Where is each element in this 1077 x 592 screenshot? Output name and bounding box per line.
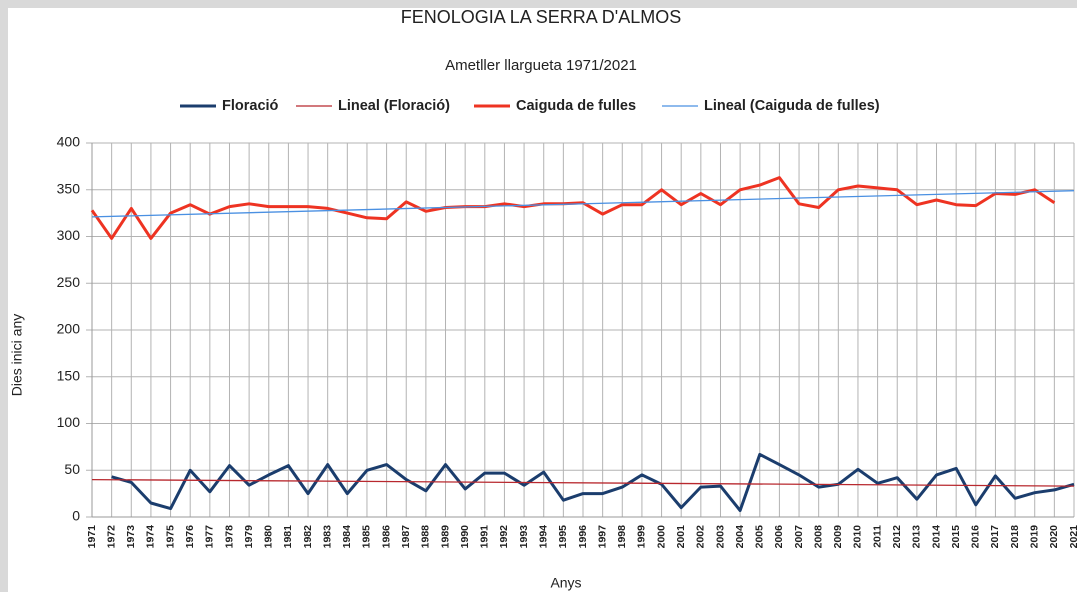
x-tick-label: 2010 <box>852 525 864 549</box>
y-tick-label: 350 <box>57 180 81 196</box>
x-tick-label: 1976 <box>184 525 196 549</box>
x-tick-label: 1977 <box>204 525 216 549</box>
x-tick-label: 1994 <box>538 525 550 549</box>
x-tick-label: 1992 <box>498 525 510 549</box>
y-tick-label: 250 <box>57 274 81 290</box>
x-tick-label: 2015 <box>950 525 962 549</box>
x-tick-label: 1973 <box>125 525 137 549</box>
x-tick-label: 2018 <box>1009 525 1021 549</box>
x-tick-label: 1997 <box>596 525 608 549</box>
chart-subtitle: Ametller llargueta 1971/2021 <box>445 57 637 74</box>
x-tick-label: 2008 <box>812 525 824 549</box>
x-tick-label: 1975 <box>164 525 176 549</box>
legend-label: Lineal (Caiguda de fulles) <box>704 98 880 114</box>
x-tick-label: 1989 <box>439 525 451 549</box>
x-tick-label: 1971 <box>86 525 98 549</box>
chart-title: FENOLOGIA LA SERRA D'ALMOS <box>401 7 682 27</box>
x-tick-label: 2005 <box>754 525 766 549</box>
legend-label: Lineal (Floració) <box>338 98 450 114</box>
x-tick-label: 2012 <box>891 525 903 549</box>
legend-label: Caiguda de fulles <box>516 98 636 114</box>
x-tick-label: 1990 <box>459 525 471 549</box>
x-tick-label: 1987 <box>400 525 412 549</box>
x-tick-label: 1993 <box>518 525 530 549</box>
x-tick-label: 1972 <box>105 525 117 549</box>
x-tick-label: 1986 <box>380 525 392 549</box>
series-line <box>91 190 1075 218</box>
x-tick-label: 2004 <box>734 525 746 549</box>
x-tick-label: 1974 <box>145 525 157 549</box>
x-tick-label: 2020 <box>1048 525 1060 549</box>
y-tick-label: 50 <box>64 461 80 477</box>
x-tick-label: 1999 <box>636 525 648 549</box>
x-tick-label: 2019 <box>1029 525 1041 549</box>
x-tick-label: 1991 <box>479 525 491 549</box>
x-tick-label: 2000 <box>655 525 667 549</box>
x-tick-label: 1998 <box>616 525 628 549</box>
x-tick-label: 1995 <box>557 525 569 549</box>
y-axis-label: Dies inici any <box>9 314 25 396</box>
x-tick-label: 2007 <box>793 525 805 549</box>
x-tick-label: 2021 <box>1068 525 1077 549</box>
series-line <box>90 176 1056 240</box>
x-tick-label: 1979 <box>243 525 255 549</box>
x-tick-label: 1980 <box>263 525 275 549</box>
x-tick-label: 2016 <box>970 525 982 549</box>
x-tick-label: 1983 <box>321 525 333 549</box>
x-axis-label: Anys <box>550 575 581 591</box>
x-tick-label: 1984 <box>341 525 353 549</box>
series-line <box>111 452 1075 512</box>
y-tick-label: 400 <box>57 134 81 150</box>
x-tick-label: 1978 <box>223 525 235 549</box>
y-tick-label: 150 <box>57 367 81 383</box>
x-tick-label: 2002 <box>695 525 707 549</box>
x-tick-label: 2001 <box>675 525 687 549</box>
x-tick-label: 1988 <box>420 525 432 549</box>
legend-label: Floració <box>222 98 279 114</box>
x-tick-label: 1982 <box>302 525 314 549</box>
x-tick-label: 1996 <box>577 525 589 549</box>
x-tick-label: 2009 <box>832 525 844 549</box>
x-tick-label: 1985 <box>361 525 373 549</box>
x-tick-label: 2003 <box>714 525 726 549</box>
x-tick-label: 2011 <box>871 525 883 548</box>
x-tick-label: 2017 <box>989 525 1001 549</box>
x-tick-label: 2006 <box>773 525 785 549</box>
y-tick-label: 200 <box>57 321 81 337</box>
x-tick-label: 2014 <box>930 525 942 549</box>
series-line <box>91 478 1075 487</box>
x-tick-label: 2013 <box>911 525 923 549</box>
y-tick-label: 100 <box>57 414 81 430</box>
y-tick-label: 0 <box>72 508 80 524</box>
x-tick-label: 1981 <box>282 525 294 549</box>
y-tick-label: 300 <box>57 227 81 243</box>
